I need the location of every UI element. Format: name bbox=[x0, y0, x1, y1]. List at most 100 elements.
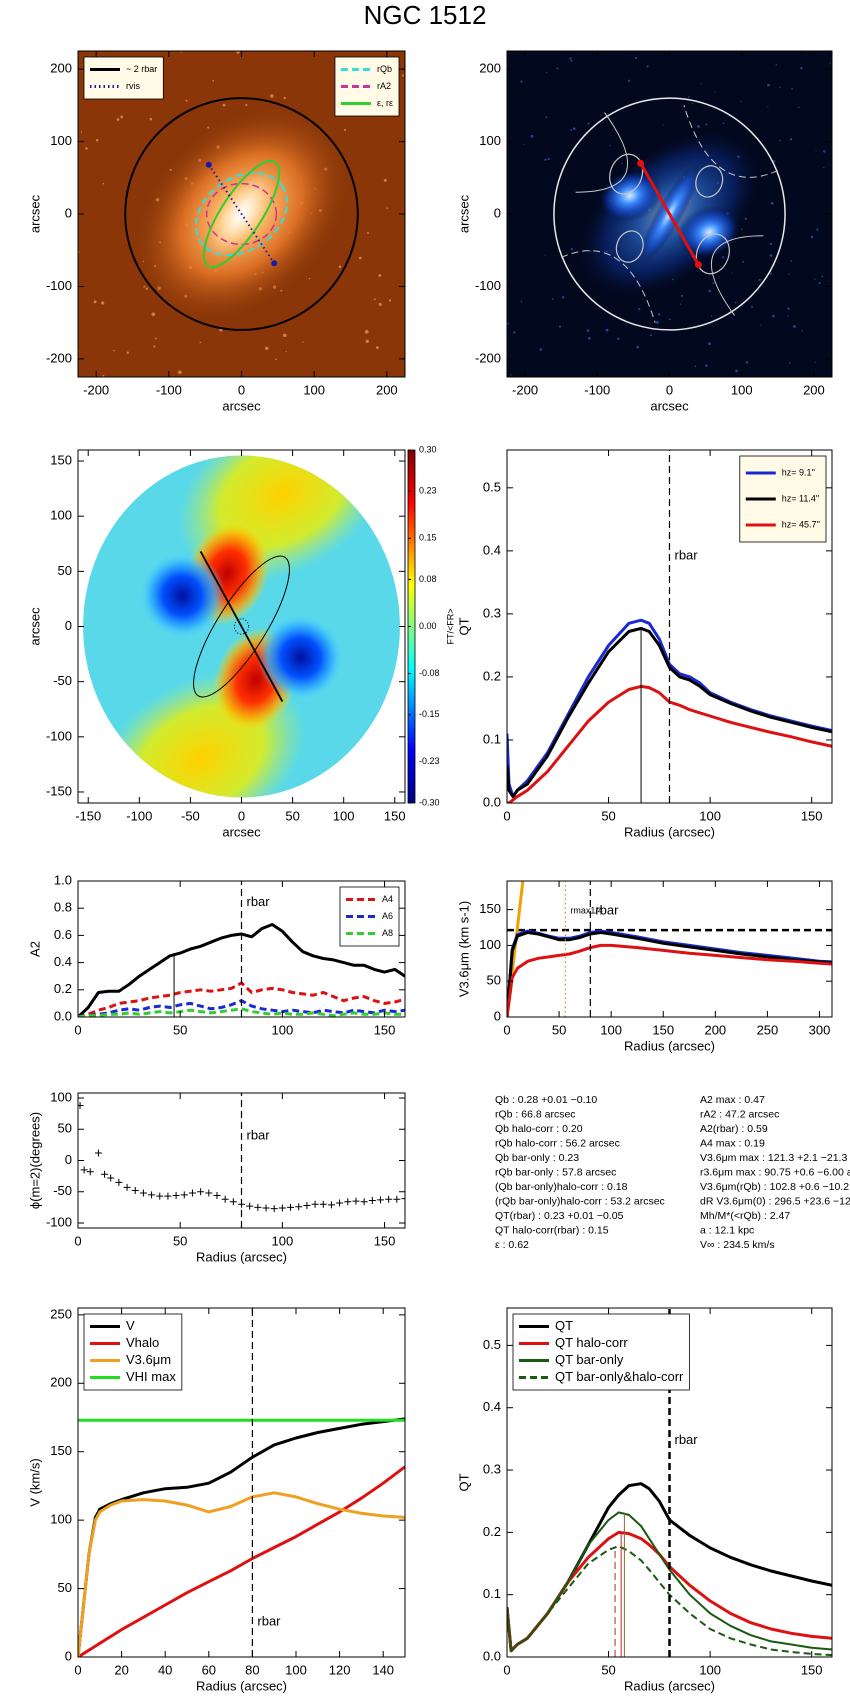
x-tick-label: -100 bbox=[156, 382, 182, 397]
x-tick-label: 150 bbox=[801, 808, 823, 823]
star bbox=[546, 72, 548, 74]
star bbox=[697, 125, 700, 128]
star bbox=[375, 346, 379, 350]
star bbox=[572, 127, 576, 130]
star bbox=[561, 295, 565, 299]
y-tick-label: 0 bbox=[65, 618, 72, 633]
star bbox=[708, 289, 712, 293]
star bbox=[265, 346, 269, 351]
plus-marker bbox=[352, 1197, 360, 1205]
series-line bbox=[507, 626, 832, 799]
star bbox=[638, 308, 641, 311]
star bbox=[364, 330, 369, 334]
y-tick-label: 100 bbox=[479, 133, 501, 148]
contour bbox=[695, 165, 724, 198]
plus-marker bbox=[270, 1205, 278, 1213]
center-mark bbox=[233, 618, 250, 635]
star bbox=[758, 278, 761, 282]
star bbox=[760, 324, 762, 326]
plus-marker bbox=[205, 1189, 213, 1197]
star bbox=[628, 79, 631, 82]
x-tick-label: -50 bbox=[181, 808, 200, 823]
legend: hz= 9.1'' hz= 11.4'' hz= 45.7'' bbox=[739, 455, 827, 543]
star bbox=[95, 138, 99, 142]
x-tick-label: 150 bbox=[374, 1233, 396, 1248]
line-rvis bbox=[207, 164, 276, 264]
x-axis-label: Radius (arcsec) bbox=[624, 824, 715, 839]
plus-marker bbox=[94, 1149, 102, 1157]
rvis-end bbox=[271, 260, 278, 267]
legend: A4 A6 A8 bbox=[339, 886, 400, 947]
plot-area bbox=[507, 881, 832, 1017]
star bbox=[649, 334, 653, 337]
y-tick-label: 200 bbox=[479, 61, 501, 76]
legend-label: rQb bbox=[377, 64, 392, 74]
plus-marker bbox=[123, 1183, 131, 1191]
x-axis-label: arcsec bbox=[222, 824, 261, 839]
star bbox=[769, 272, 772, 275]
star bbox=[378, 274, 382, 277]
y-tick-label: 0 bbox=[494, 205, 501, 220]
star bbox=[775, 64, 778, 66]
star bbox=[80, 131, 83, 133]
plot-frame bbox=[506, 449, 833, 804]
colorbar-tick-label: -0.08 bbox=[419, 668, 440, 678]
y-tick-label: 100 bbox=[479, 937, 501, 952]
x-tick-label: 0 bbox=[74, 1022, 81, 1037]
star bbox=[742, 260, 745, 263]
star bbox=[388, 299, 392, 302]
y-tick-label: 100 bbox=[50, 133, 72, 148]
plus-marker bbox=[368, 1197, 376, 1204]
star bbox=[285, 350, 287, 353]
x-tick-label: 140 bbox=[372, 1662, 394, 1677]
star bbox=[646, 65, 649, 68]
star bbox=[814, 361, 816, 363]
star bbox=[236, 51, 240, 54]
x-tick-label: 100 bbox=[731, 382, 753, 397]
x-tick-label: 100 bbox=[333, 808, 355, 823]
y-tick-label: 0.0 bbox=[483, 1648, 501, 1663]
star bbox=[731, 272, 733, 274]
star bbox=[687, 96, 690, 98]
series-line bbox=[78, 1417, 405, 1657]
star bbox=[691, 102, 694, 105]
y-tick-label: 150 bbox=[479, 901, 501, 916]
arm-glow bbox=[598, 169, 662, 223]
legend-label: QT bar-only bbox=[555, 1352, 624, 1367]
y-tick-label: 0.5 bbox=[483, 479, 501, 494]
y-tick-label: 0.8 bbox=[54, 900, 72, 915]
y-tick-label: 100 bbox=[50, 1512, 72, 1527]
marker-label: rbar bbox=[257, 1614, 281, 1629]
plus-marker bbox=[221, 1195, 229, 1203]
y-axis-label: QT bbox=[456, 617, 471, 635]
star bbox=[712, 281, 715, 284]
y-tick-label: 0.2 bbox=[483, 668, 501, 683]
parameter-text: rQb : 66.8 arcsec bbox=[495, 1108, 576, 1120]
x-tick-label: -150 bbox=[75, 808, 101, 823]
map-image bbox=[83, 455, 400, 798]
ellipse-ra2 bbox=[205, 182, 278, 246]
y-tick-label: -150 bbox=[46, 783, 72, 798]
x-tick-label: 200 bbox=[704, 1022, 726, 1037]
star bbox=[769, 242, 773, 246]
legend: ~ 2 rbar rvis bbox=[83, 56, 164, 100]
map-blob bbox=[139, 551, 226, 640]
legend-label: QT bbox=[555, 1318, 573, 1333]
star bbox=[792, 325, 796, 329]
y-tick-label: 50 bbox=[58, 563, 72, 578]
star bbox=[829, 62, 831, 64]
star bbox=[791, 87, 793, 90]
x-axis-label: arcsec bbox=[650, 398, 689, 413]
star bbox=[358, 256, 362, 260]
x-tick-label: -200 bbox=[83, 382, 109, 397]
star bbox=[552, 298, 554, 300]
plus-marker bbox=[156, 1192, 164, 1200]
x-tick-label: 0 bbox=[238, 808, 245, 823]
star bbox=[810, 236, 814, 239]
y-tick-label: 0.1 bbox=[483, 1586, 501, 1601]
bar-end bbox=[637, 159, 645, 167]
colorbar-tick-label: 0.00 bbox=[419, 621, 437, 631]
x-tick-label: 250 bbox=[757, 1022, 779, 1037]
y-tick-label: 0.3 bbox=[483, 605, 501, 620]
star bbox=[721, 256, 725, 259]
